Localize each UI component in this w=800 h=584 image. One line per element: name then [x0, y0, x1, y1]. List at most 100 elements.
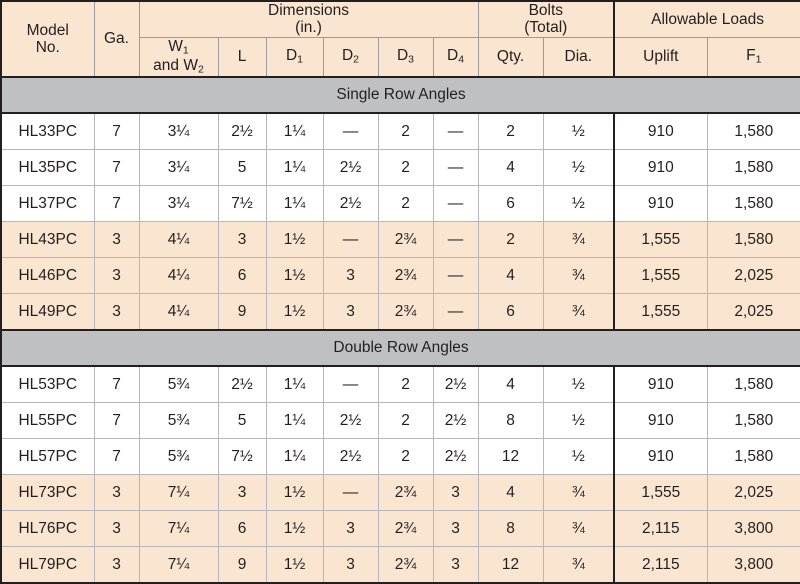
cell-w: 7¼	[138, 474, 219, 512]
table-row: HL79PC 3 7¼ 9 1½ 3 2¾ 3 12 ¾ 2,115 3,800	[0, 546, 800, 584]
col-header-d3: D3	[377, 36, 434, 78]
table-row: HL33PC 7 3¼ 2½ 1¼ —2—2 ½ 910 1,580	[0, 112, 800, 150]
cell-qty: 12	[477, 437, 544, 476]
not-applicable-dash: —	[342, 483, 359, 501]
cell-w: 5¾	[138, 365, 219, 403]
bolts-total-label: (Total)	[524, 19, 568, 37]
cell-d4: 3	[432, 510, 479, 548]
cell-uplift: 910	[613, 365, 708, 403]
cell-d3: 2	[377, 401, 434, 439]
cell-qty: 2	[477, 220, 544, 259]
section-band-row: Single Row Angles	[0, 75, 800, 114]
table-row: HL43PC 3 4¼ 3 1½ —2¾ —2 ¾ 1,555 1,580	[0, 220, 800, 259]
table-row: HL55PC 7 5¾ 5 1¼ 2½ 2 2½ 8 ½ 910 1,580	[0, 401, 800, 439]
cell-w: 5¾	[138, 401, 219, 439]
cell-ga: 7	[93, 148, 140, 186]
cell-ga: 3	[93, 510, 140, 548]
cell-uplift: 1,555	[613, 257, 708, 295]
cell-d2: 3	[322, 257, 379, 295]
cell-model: HL37PC	[0, 184, 95, 222]
cell-d2: 2½	[322, 401, 379, 439]
cell-d1: 1¼	[265, 148, 324, 186]
cell-ga: 7	[93, 365, 140, 403]
cell-qty: 8	[477, 401, 544, 439]
cell-w: 4¼	[138, 257, 219, 295]
col-header-d4: D4	[432, 36, 479, 78]
cell-d1: 1½	[265, 257, 324, 295]
cell-f1: 1,580	[706, 220, 800, 259]
cell-f1: 1,580	[706, 401, 800, 439]
cell-model: HL46PC	[0, 257, 95, 295]
cell-d4: —	[432, 184, 479, 222]
cell-d3: 2¾	[377, 257, 434, 295]
cell-w: 7¼	[138, 546, 219, 584]
table-row: HL46PC 3 4¼ 6 1½ 3 2¾ —4 ¾ 1,555 2,025	[0, 257, 800, 295]
cell-qty: 4	[477, 365, 544, 403]
cell-l: 7½	[217, 184, 267, 222]
cell-l: 6	[217, 257, 267, 295]
cell-w: 5¾	[138, 437, 219, 476]
w2-subscript: 2	[197, 63, 204, 76]
not-applicable-dash: —	[447, 158, 464, 176]
cell-model: HL53PC	[0, 365, 95, 403]
cell-uplift: 2,115	[613, 546, 708, 584]
cell-qty: 4	[477, 148, 544, 186]
not-applicable-dash: —	[447, 302, 464, 320]
cell-d1: 1½	[265, 293, 324, 331]
cell-model: HL55PC	[0, 401, 95, 439]
cell-f1: 1,580	[706, 184, 800, 222]
col-header-uplift: Uplift	[613, 36, 708, 78]
cell-d3: 2	[377, 365, 434, 403]
table-header: Model No. Ga. Dimensions (in.) Bolts (To…	[0, 0, 800, 78]
cell-d1: 1¼	[265, 112, 324, 150]
cell-ga: 3	[93, 257, 140, 295]
cell-ga: 3	[93, 293, 140, 331]
cell-qty: 4	[477, 474, 544, 512]
cell-f1: 3,800	[706, 546, 800, 584]
cell-d2: 2½	[322, 184, 379, 222]
cell-d3: 2¾	[377, 293, 434, 331]
cell-w: 4¼	[138, 220, 219, 259]
cell-d1: 1½	[265, 474, 324, 512]
cell-dia: ½	[542, 365, 615, 403]
cell-d4: —	[432, 148, 479, 186]
col-header-d2: D2	[322, 36, 379, 78]
cell-d3: 2¾	[377, 220, 434, 259]
cell-dia: ½	[542, 148, 615, 186]
cell-d3: 2	[377, 184, 434, 222]
section-band-row: Double Row Angles	[0, 328, 800, 368]
dimensions-units: (in.)	[295, 19, 322, 37]
not-applicable-dash: —	[342, 122, 359, 140]
cell-ga: 7	[93, 401, 140, 439]
cell-f1: 1,580	[706, 112, 800, 150]
cell-d2: 2½	[322, 148, 379, 186]
cell-d2: —	[322, 220, 379, 259]
cell-d1: 1¼	[265, 401, 324, 439]
cell-f1: 2,025	[706, 474, 800, 512]
table-body: Single Row Angles HL33PC 7 3¼ 2½ 1¼ —2—2 ½ 910 1,…	[0, 75, 800, 584]
cell-d4: 3	[432, 546, 479, 584]
table-row: HL76PC 3 7¼ 6 1½ 3 2¾ 3 8 ¾ 2,115 3,800	[0, 510, 800, 548]
table-row: HL53PC 7 5¾ 2½ 1¼ —2 2½ 4 ½ 910 1,580	[0, 365, 800, 403]
cell-d2: 3	[322, 510, 379, 548]
cell-d1: 1¼	[265, 365, 324, 403]
cell-l: 9	[217, 546, 267, 584]
cell-d1: 1½	[265, 510, 324, 548]
not-applicable-dash: —	[342, 230, 359, 248]
cell-f1: 2,025	[706, 293, 800, 331]
cell-f1: 3,800	[706, 510, 800, 548]
cell-f1: 1,580	[706, 148, 800, 186]
cell-d3: 2	[377, 112, 434, 150]
cell-uplift: 2,115	[613, 510, 708, 548]
cell-dia: ¾	[542, 546, 615, 584]
cell-qty: 12	[477, 546, 544, 584]
bolts-label: Bolts	[528, 2, 564, 19]
cell-qty: 4	[477, 257, 544, 295]
cell-d3: 2	[377, 437, 434, 476]
cell-uplift: 910	[613, 437, 708, 476]
cell-l: 5	[217, 401, 267, 439]
cell-l: 5	[217, 148, 267, 186]
cell-d4: 2½	[432, 401, 479, 439]
cell-model: HL35PC	[0, 148, 95, 186]
